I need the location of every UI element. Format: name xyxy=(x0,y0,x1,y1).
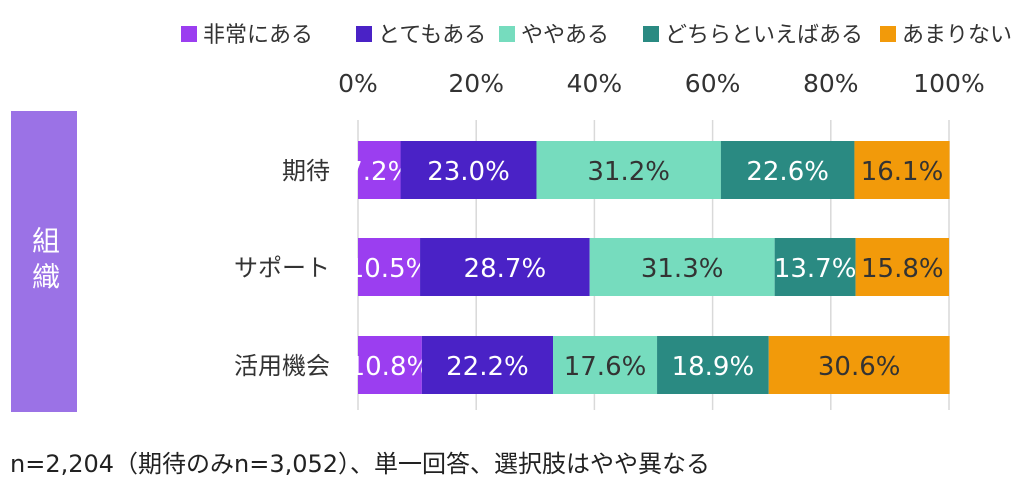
x-tick-label: 80% xyxy=(803,69,859,98)
bar-segment xyxy=(358,238,421,296)
data-label: 22.2% xyxy=(446,352,529,382)
legend-label: あまりない xyxy=(902,23,1012,48)
bar-segment xyxy=(774,238,856,296)
bar-segment xyxy=(358,141,401,199)
x-tick-label: 40% xyxy=(567,69,623,98)
data-label: 30.6% xyxy=(818,352,901,382)
category-label: サポート xyxy=(234,254,330,282)
bar-segment xyxy=(421,336,554,394)
data-label: 31.3% xyxy=(641,254,724,284)
bar-segment xyxy=(854,141,950,199)
legend-label: ややある xyxy=(521,23,609,48)
bar-segment xyxy=(358,336,422,394)
legend-swatch xyxy=(356,26,372,42)
legend-swatch xyxy=(181,26,197,42)
side-label-box: 組織 xyxy=(11,111,77,412)
legend-swatch xyxy=(499,26,515,42)
bar-segment xyxy=(589,238,775,296)
legend-swatch xyxy=(643,26,659,42)
bar-segment xyxy=(855,238,949,296)
bar-segment xyxy=(768,336,950,394)
data-label: 18.9% xyxy=(672,352,755,382)
category-label: 期待 xyxy=(282,157,330,185)
data-label: 15.8% xyxy=(861,254,944,284)
data-label: 23.0% xyxy=(427,157,510,187)
bar-segment xyxy=(657,336,769,394)
footnote: n=2,204（期待のみn=3,052）、単一回答、選択肢はやや異なる xyxy=(10,450,711,478)
data-label: 17.6% xyxy=(564,352,647,382)
side-label-text: 組織 xyxy=(28,225,61,298)
data-label: 10.5% xyxy=(348,254,431,284)
legend-label: とてもある xyxy=(378,23,486,48)
legend-label: 非常にある xyxy=(203,23,313,48)
bar-segment xyxy=(553,336,658,394)
bar-segment xyxy=(720,141,855,199)
category-label: 活用機会 xyxy=(234,352,330,380)
x-tick-label: 0% xyxy=(338,69,378,98)
data-label: 22.6% xyxy=(746,157,829,187)
data-label: 16.1% xyxy=(861,157,944,187)
legend-swatch xyxy=(880,26,896,42)
bar-segment xyxy=(400,141,537,199)
x-tick-label: 20% xyxy=(448,69,504,98)
data-label: 28.7% xyxy=(464,254,547,284)
bar-segment xyxy=(536,141,721,199)
x-tick-label: 60% xyxy=(685,69,741,98)
data-label: 13.7% xyxy=(774,254,857,284)
bar-segment xyxy=(420,238,590,296)
legend-label: どちらといえばある xyxy=(665,23,863,48)
x-tick-label: 100% xyxy=(913,69,984,98)
data-label: 31.2% xyxy=(587,157,670,187)
data-label: 10.8% xyxy=(349,352,432,382)
